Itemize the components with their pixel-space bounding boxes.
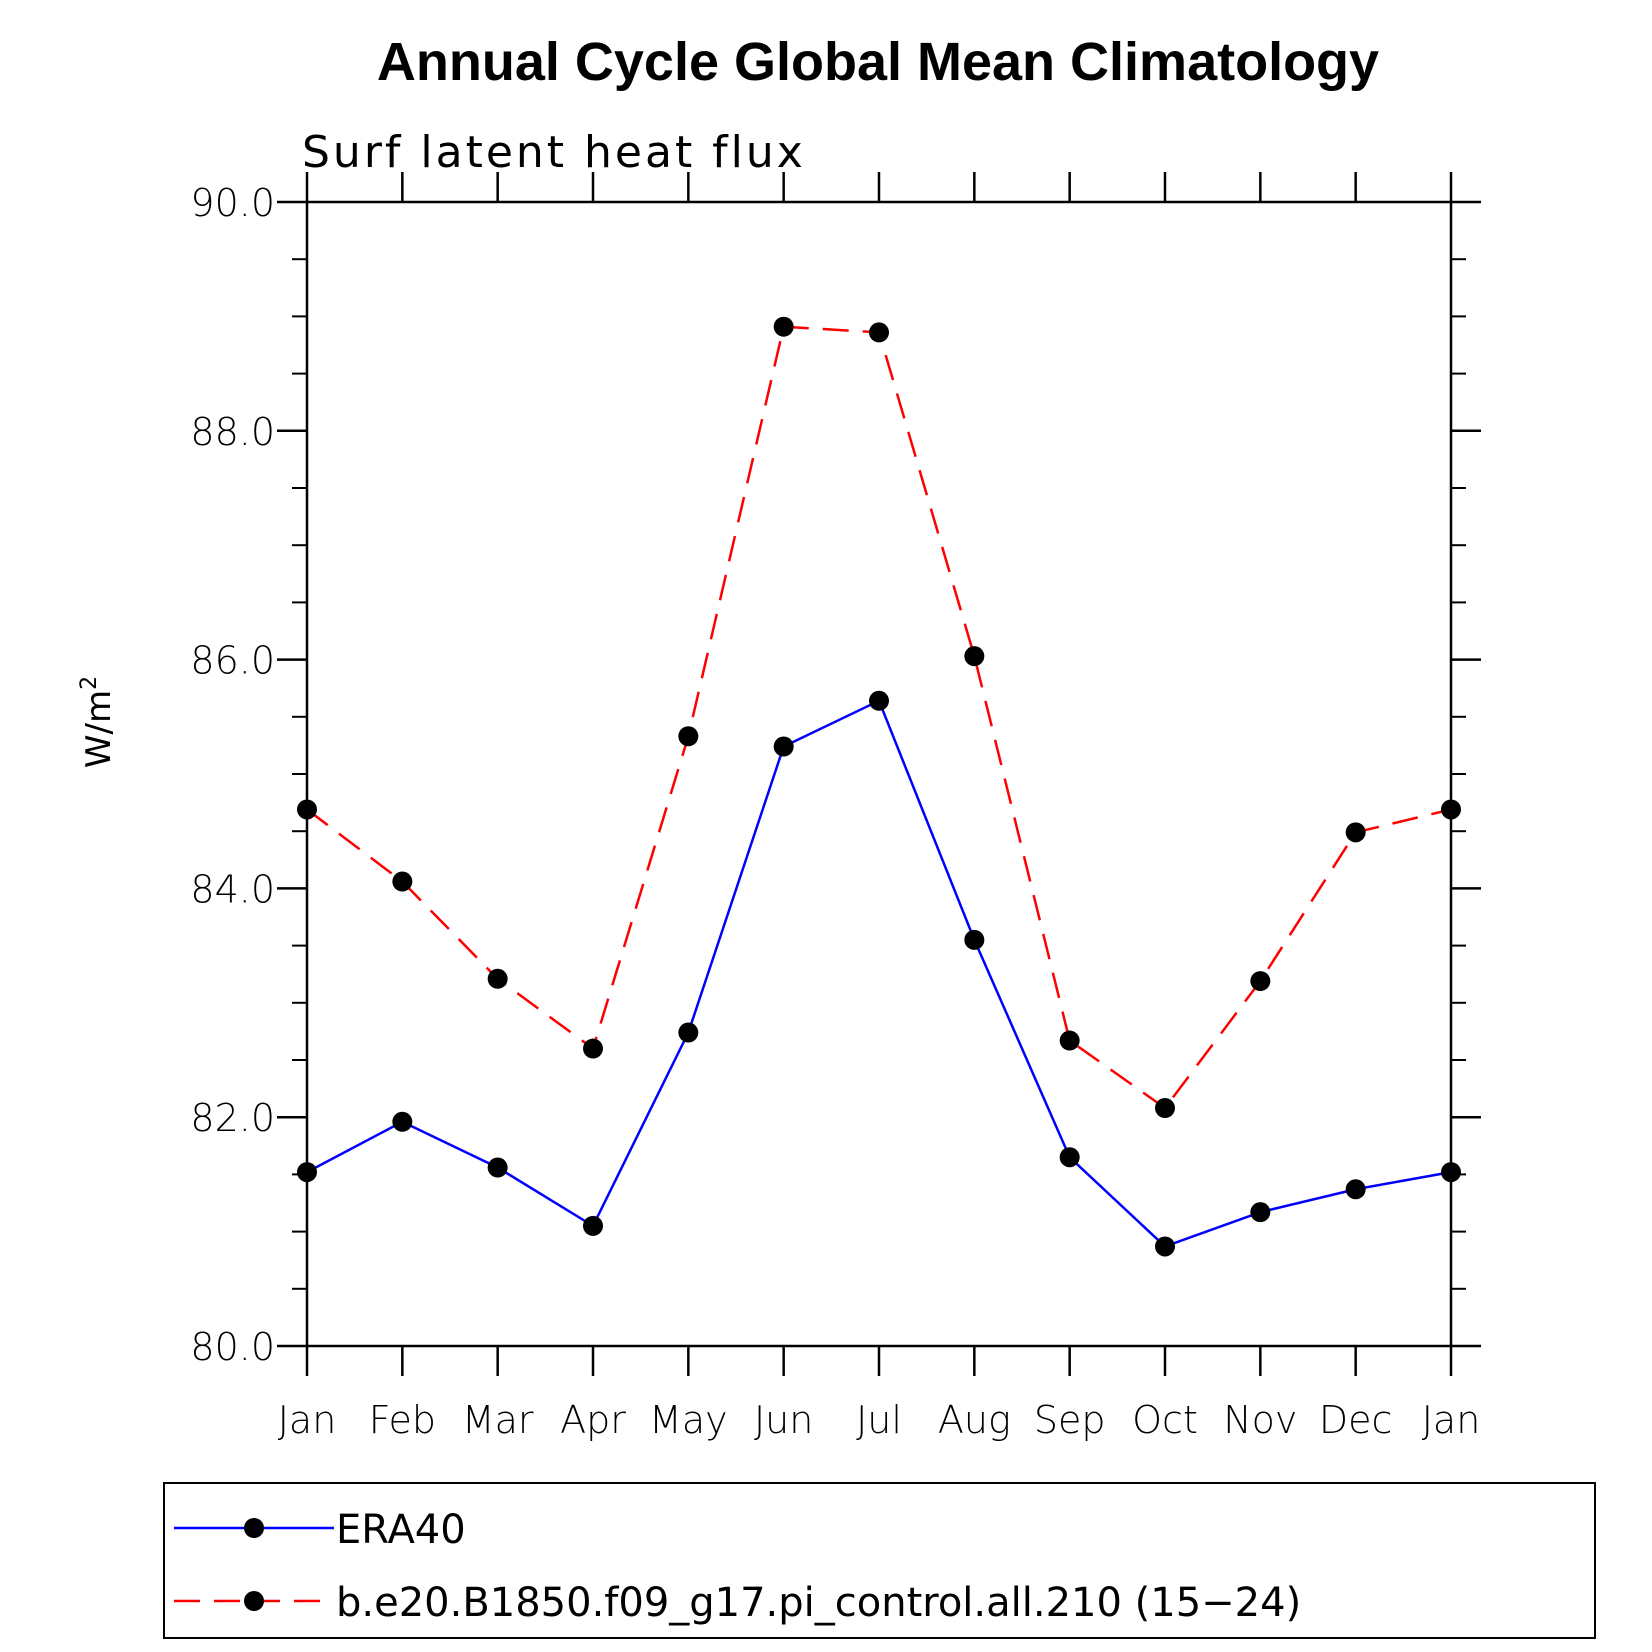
data-point bbox=[869, 690, 889, 711]
y-tick-label: 90.0 bbox=[190, 181, 275, 225]
data-point bbox=[1250, 1202, 1271, 1223]
data-point bbox=[773, 736, 794, 757]
legend: ERA40 b.e20.B1850.f09_g17.pi_control.all.… bbox=[163, 1482, 1596, 1639]
data-point bbox=[297, 799, 317, 820]
data-point bbox=[1441, 799, 1461, 820]
data-point bbox=[1345, 1179, 1366, 1200]
axes: 80.0 82.0 84.0 86.0 88.0 90.0 Jan Feb Mar Apr May J… bbox=[190, 172, 1481, 1442]
series-layer bbox=[297, 316, 1461, 1257]
series-line bbox=[306, 325, 1452, 1110]
legend-box bbox=[163, 1482, 1596, 1639]
series-1 bbox=[297, 690, 1461, 1257]
y-tick-label: 86.0 bbox=[190, 639, 275, 683]
x-tick-label: Jan bbox=[1422, 1398, 1481, 1442]
plot-frame bbox=[305, 200, 1453, 1348]
x-tick-label: Sep bbox=[1034, 1398, 1106, 1442]
data-point bbox=[1155, 1098, 1175, 1119]
data-point bbox=[1345, 822, 1366, 843]
legend-item: ERA40 bbox=[174, 1507, 466, 1553]
data-point bbox=[392, 871, 413, 892]
legend-label: ERA40 bbox=[336, 1507, 466, 1553]
y-tick-label: 88.0 bbox=[190, 410, 275, 454]
series-line bbox=[306, 699, 1452, 1248]
y-tick-label: 84.0 bbox=[190, 867, 275, 911]
y-tick-label: 82.0 bbox=[190, 1096, 275, 1140]
data-point bbox=[1441, 1162, 1461, 1183]
svg-text:W/m2: W/m2 bbox=[77, 676, 119, 768]
x-tick-label: Jan bbox=[278, 1398, 337, 1442]
data-point bbox=[1250, 971, 1271, 992]
x-tick-label: Dec bbox=[1319, 1398, 1393, 1442]
x-tick-label: May bbox=[649, 1398, 728, 1442]
legend-item: b.e20.B1850.f09_g17.pi_control.all.210 (… bbox=[174, 1580, 1301, 1626]
x-tick-label: Feb bbox=[369, 1398, 436, 1442]
data-point bbox=[392, 1111, 413, 1132]
x-tick-label: Mar bbox=[462, 1398, 534, 1442]
x-tick-label: Oct bbox=[1132, 1398, 1198, 1442]
data-point bbox=[487, 1157, 508, 1178]
chart-title: Annual Cycle Global Mean Climatology bbox=[377, 32, 1379, 92]
x-tick-label: Jul bbox=[856, 1398, 902, 1442]
data-point bbox=[583, 1215, 603, 1236]
data-point bbox=[678, 726, 699, 747]
data-point bbox=[678, 1022, 699, 1043]
y-axis-label: W/m2 bbox=[77, 676, 119, 768]
data-point bbox=[297, 1162, 317, 1183]
data-point bbox=[487, 968, 508, 989]
data-point bbox=[773, 316, 794, 337]
data-point bbox=[964, 646, 985, 667]
legend-marker bbox=[244, 1591, 264, 1611]
chart-subtitle: Surf latent heat flux bbox=[302, 127, 806, 178]
data-point bbox=[1155, 1236, 1175, 1257]
data-point bbox=[869, 322, 889, 343]
series-2 bbox=[297, 316, 1461, 1119]
data-point bbox=[1059, 1030, 1080, 1051]
legend-marker bbox=[244, 1518, 264, 1538]
y-axis-label-superscript: 2 bbox=[77, 676, 102, 690]
x-tick-label: Nov bbox=[1223, 1398, 1297, 1442]
x-tick-label: Aug bbox=[938, 1398, 1011, 1442]
data-point bbox=[583, 1038, 603, 1059]
y-axis-label-text: W/m bbox=[79, 690, 119, 768]
y-tick-label: 80.0 bbox=[190, 1325, 275, 1369]
x-tick-label: Apr bbox=[560, 1398, 626, 1442]
data-point bbox=[964, 929, 985, 950]
legend-label: b.e20.B1850.f09_g17.pi_control.all.210 (… bbox=[336, 1580, 1301, 1626]
x-tick-label: Jun bbox=[754, 1398, 813, 1442]
data-point bbox=[1059, 1147, 1080, 1168]
